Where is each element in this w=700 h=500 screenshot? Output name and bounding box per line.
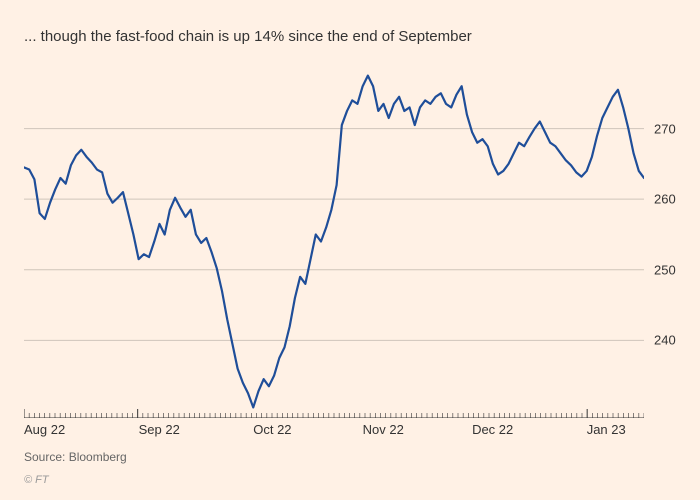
line-chart-svg (24, 58, 644, 418)
x-axis-label: Dec 22 (472, 422, 513, 437)
y-axis-labels: 240 250 260 270 (650, 58, 690, 418)
price-line (24, 76, 644, 408)
chart-source: Source: Bloomberg (24, 450, 127, 464)
x-axis-labels: Aug 22 Sep 22 Oct 22 Nov 22 Dec 22 Jan 23 (24, 422, 644, 442)
x-axis-label: Sep 22 (139, 422, 180, 437)
x-axis-label: Nov 22 (363, 422, 404, 437)
chart-copyright: © FT (24, 474, 49, 486)
x-axis-label: Aug 22 (24, 422, 65, 437)
y-axis-label: 240 (654, 333, 676, 348)
y-axis-label: 260 (654, 192, 676, 207)
x-axis-label: Jan 23 (587, 422, 626, 437)
chart-subtitle: ... though the fast-food chain is up 14%… (24, 28, 472, 45)
chart-plot-area (24, 58, 644, 418)
y-axis-label: 270 (654, 121, 676, 136)
x-axis-label: Oct 22 (253, 422, 291, 437)
y-axis-label: 250 (654, 262, 676, 277)
